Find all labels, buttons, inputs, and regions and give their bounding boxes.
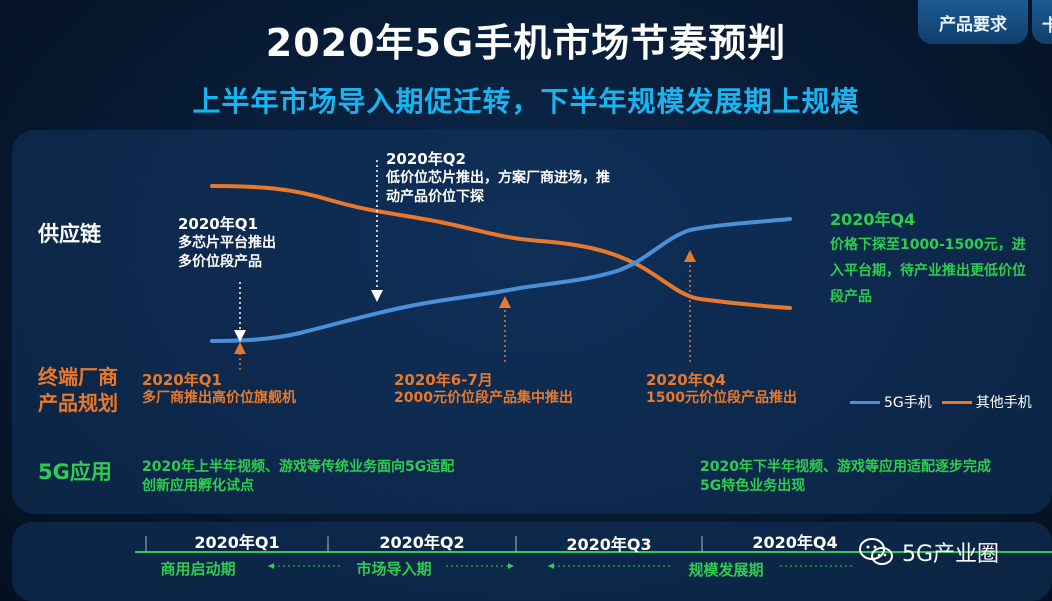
timeline-quarter-q1: 2020年Q1: [194, 533, 280, 552]
app-note-h2-line2: 5G特色业务出现: [700, 478, 806, 494]
supply-note-q1-line2: 多价位段产品: [178, 254, 262, 270]
supply-note-q2-line2: 动产品价位下探: [386, 189, 484, 205]
app-note-h1-line2: 创新应用孵化试点: [142, 478, 254, 494]
terminal-note-m67-head: 2020年6-7月: [394, 371, 493, 389]
terminal-note-m67-line1: 2000元价位段产品集中推出: [394, 390, 573, 406]
supply-note-q4-line2: 入平台期，待产业推出更低价位: [830, 263, 1026, 279]
terminal-note-q1-head: 2020年Q1: [142, 371, 222, 389]
other-phones-line: [210, 184, 792, 310]
app-note-h1: 2020年上半年视频、游戏等传统业务面向5G适配 创新应用孵化试点: [142, 458, 454, 496]
next-tab-partial[interactable]: 卡: [1032, 0, 1052, 44]
supply-note-q2-head: 2020年Q2: [386, 150, 466, 168]
supply-note-q4: 2020年Q4 价格下探至1000-1500元，进 入平台期，待产业推出更低价位…: [830, 208, 1050, 310]
watermark: 5G产业圈: [858, 536, 999, 568]
legend-label-other: 其他手机: [975, 395, 1032, 411]
terminal-note-q1-line1: 多厂商推出高价位旗舰机: [142, 390, 296, 406]
terminal-note-q4: 2020年Q4 1500元价位段产品推出: [646, 371, 797, 407]
supply-note-q4-head: 2020年Q4: [830, 210, 916, 229]
terminal-note-q4-line1: 1500元价位段产品推出: [646, 390, 797, 406]
timeline-quarter-q4: 2020年Q4: [752, 533, 838, 552]
page-title: 2020年5G手机市场节奏预判: [265, 21, 787, 65]
supply-note-q1-head: 2020年Q1: [178, 215, 258, 233]
terminal-note-q1: 2020年Q1 多厂商推出高价位旗舰机: [142, 371, 296, 407]
row-label-terminal-line1: 终端厂商: [38, 365, 118, 389]
main-panel: [12, 130, 1052, 514]
watermark-text: 5G产业圈: [902, 542, 1000, 567]
row-label-terminal: 终端厂商 产品规划: [38, 364, 118, 416]
5g-phones-line: [210, 217, 792, 343]
phase-scale-growth: 规模发展期: [688, 561, 764, 579]
row-label-terminal-line2: 产品规划: [38, 391, 118, 415]
legend-swatch-5g: [850, 400, 880, 404]
supply-note-q4-line1: 价格下探至1000-1500元，进: [830, 237, 1026, 253]
timeline-quarter-q2: 2020年Q2: [379, 533, 465, 552]
legend-label-5g: 5G手机: [884, 395, 932, 411]
product-requirements-tab[interactable]: 产品要求: [918, 0, 1028, 44]
phase-introduction: 市场导入期: [356, 560, 432, 578]
supply-note-q4-line3: 段产品: [830, 289, 872, 305]
phase-launch: 商用启动期: [160, 560, 236, 578]
app-note-h2-line1: 2020年下半年视频、游戏等应用适配逐步完成: [700, 459, 991, 475]
app-note-h1-line1: 2020年上半年视频、游戏等传统业务面向5G适配: [142, 459, 455, 475]
supply-note-q1: 2020年Q1 多芯片平台推出 多价位段产品: [178, 215, 276, 272]
wechat-icon: [858, 537, 894, 567]
legend-swatch-other: [941, 400, 972, 404]
app-note-h2: 2020年下半年视频、游戏等应用适配逐步完成 5G特色业务出现: [700, 458, 991, 496]
timeline-panel: [12, 522, 1052, 601]
row-label-5g-app: 5G应用: [38, 460, 112, 484]
row-label-supply-chain: 供应链: [38, 222, 101, 246]
terminal-note-m67: 2020年6-7月 2000元价位段产品集中推出: [394, 371, 573, 407]
timeline-quarter-q3: 2020年Q3: [566, 535, 652, 554]
page-subtitle: 上半年市场导入期促迁转，下半年规模发展期上规模: [192, 85, 860, 118]
terminal-note-q4-head: 2020年Q4: [646, 371, 726, 389]
supply-note-q2-line1: 低价位芯片推出，方案厂商进场，推: [386, 170, 610, 186]
supply-note-q1-line1: 多芯片平台推出: [178, 235, 276, 251]
chart-legend: 5G手机 其他手机: [850, 392, 1032, 412]
supply-note-q2: 2020年Q2 低价位芯片推出，方案厂商进场，推 动产品价位下探: [386, 150, 610, 207]
